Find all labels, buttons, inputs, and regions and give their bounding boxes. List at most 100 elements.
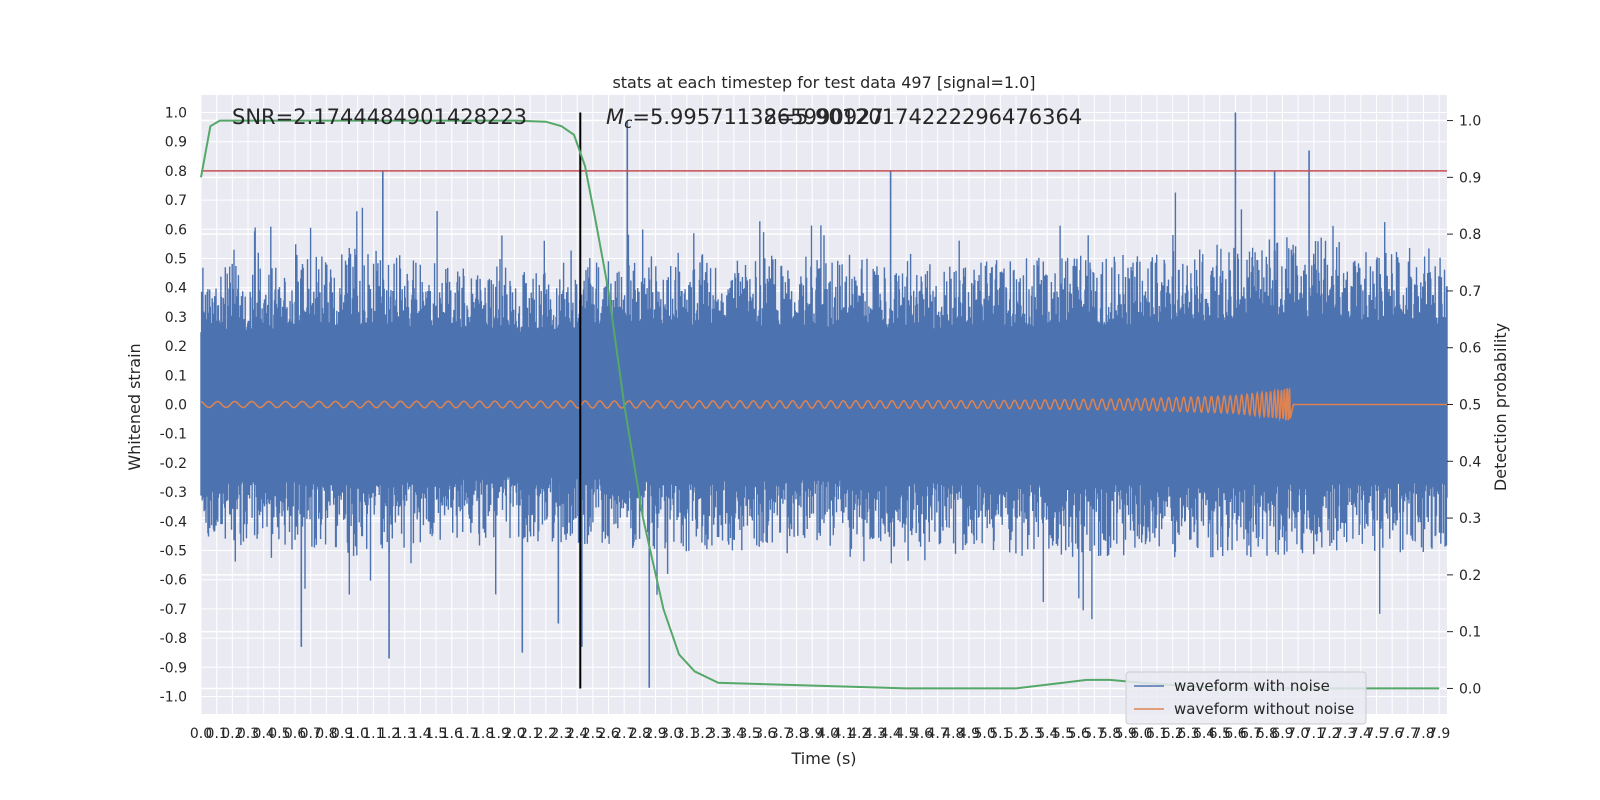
x-tick-label: 5.4 xyxy=(1036,726,1058,742)
x-tick-label: 3.1 xyxy=(676,726,698,742)
x-tick-label: 7.5 xyxy=(1365,726,1387,742)
clean-waveform-line xyxy=(200,388,1447,422)
x-tick-label: 6.3 xyxy=(1177,726,1199,742)
x-tick-label: 1.5 xyxy=(425,726,447,742)
x-tick-label: 3.8 xyxy=(785,726,807,742)
legend-label-noise: waveform with noise xyxy=(1174,677,1330,695)
x-tick-label: 7.4 xyxy=(1350,726,1372,742)
x-tick-label: 4.0 xyxy=(817,726,839,742)
y2-tick-label: 0.5 xyxy=(1459,398,1481,414)
y-tick-label: -0.8 xyxy=(160,631,187,647)
tick-labels: 0.00.10.20.30.40.50.60.70.80.91.01.11.21… xyxy=(160,106,1482,742)
x-tick-label: 5.3 xyxy=(1021,726,1043,742)
x-tick-label: 3.5 xyxy=(738,726,760,742)
x-tick-label: 4.9 xyxy=(958,726,980,742)
y-axis-label: Whitened strain xyxy=(125,343,144,470)
y-tick-label: -0.3 xyxy=(160,485,187,501)
x-tick-label: 2.9 xyxy=(644,726,666,742)
x-tick-label: 7.1 xyxy=(1303,726,1325,742)
x-tick-label: 7.3 xyxy=(1334,726,1356,742)
x-tick-label: 1.1 xyxy=(362,726,384,742)
x-tick-label: 3.6 xyxy=(754,726,776,742)
y-tick-label: -0.6 xyxy=(160,573,187,589)
x-tick-label: 3.7 xyxy=(770,726,792,742)
x-tick-label: 6.2 xyxy=(1162,726,1184,742)
x-tick-label: 5.9 xyxy=(1115,726,1137,742)
x-tick-label: 2.3 xyxy=(550,726,572,742)
x-tick-label: 2.1 xyxy=(519,726,541,742)
y-tick-label: 0.2 xyxy=(165,339,187,355)
x-tick-label: 2.2 xyxy=(535,726,557,742)
x-tick-label: 3.9 xyxy=(801,726,823,742)
snr-annotation: SNR=2.1744484901428223 xyxy=(232,105,527,129)
x-tick-label: 7.0 xyxy=(1287,726,1309,742)
y-tick-label: 0.1 xyxy=(165,368,187,384)
x-tick-label: 1.0 xyxy=(347,726,369,742)
x-tick-label: 5.0 xyxy=(974,726,996,742)
x-tick-label: 3.4 xyxy=(723,726,745,742)
y-tick-label: 0.0 xyxy=(165,398,187,414)
legend: waveform with noise waveform without noi… xyxy=(1125,671,1367,725)
x-tick-label: 6.9 xyxy=(1271,726,1293,742)
x-tick-label: 2.0 xyxy=(503,726,525,742)
noisy-waveform-series xyxy=(200,112,1448,688)
y-tick-label: -0.7 xyxy=(160,602,187,618)
y-tick-label: -0.2 xyxy=(160,456,187,472)
x-tick-label: 4.8 xyxy=(942,726,964,742)
x-tick-label: 5.1 xyxy=(989,726,1011,742)
y2-tick-label: 0.7 xyxy=(1459,284,1481,300)
x-tick-label: 0.1 xyxy=(206,726,228,742)
y-tick-label: 0.5 xyxy=(165,252,187,268)
y-tick-label: -0.4 xyxy=(160,514,187,530)
y2-tick-label: 0.6 xyxy=(1459,341,1481,357)
x-tick-label: 0.7 xyxy=(300,726,322,742)
x-tick-label: 3.3 xyxy=(707,726,729,742)
x-axis-label: Time (s) xyxy=(790,749,856,768)
x-tick-label: 5.8 xyxy=(1099,726,1121,742)
x-tick-label: 2.4 xyxy=(566,726,588,742)
y-tick-label: 0.6 xyxy=(165,222,187,238)
x-tick-label: 1.7 xyxy=(456,726,478,742)
x-tick-label: 0.6 xyxy=(284,726,306,742)
overlay-lines xyxy=(200,112,1447,690)
chart-title: stats at each timestep for test data 497… xyxy=(612,73,1035,92)
overlapping-annotation: 2=5.90120174222296476364 xyxy=(764,105,1082,129)
x-tick-label: 6.8 xyxy=(1256,726,1278,742)
x-tick-label: 3.0 xyxy=(660,726,682,742)
x-tick-label: 4.2 xyxy=(848,726,870,742)
x-tick-label: 6.0 xyxy=(1130,726,1152,742)
chirp-mass-subscript: c xyxy=(624,114,633,132)
y2-axis-label: Detection probability xyxy=(1491,323,1510,491)
x-tick-label: 5.2 xyxy=(1005,726,1027,742)
x-tick-label: 4.3 xyxy=(864,726,886,742)
x-tick-label: 7.8 xyxy=(1412,726,1434,742)
x-tick-label: 4.5 xyxy=(895,726,917,742)
x-tick-label: 3.2 xyxy=(691,726,713,742)
x-tick-label: 4.7 xyxy=(926,726,948,742)
x-tick-label: 1.6 xyxy=(441,726,463,742)
x-tick-label: 0.3 xyxy=(237,726,259,742)
y-tick-label: 0.7 xyxy=(165,193,187,209)
y-tick-label: -1.0 xyxy=(160,689,187,705)
x-tick-label: 4.4 xyxy=(879,726,901,742)
x-tick-label: 1.2 xyxy=(378,726,400,742)
y2-tick-label: 0.8 xyxy=(1459,227,1481,243)
y2-tick-label: 0.9 xyxy=(1459,170,1481,186)
x-tick-label: 6.4 xyxy=(1193,726,1215,742)
y2-tick-label: 0.0 xyxy=(1459,681,1481,697)
y-tick-label: -0.1 xyxy=(160,427,187,443)
chirp-mass-annotation: Mc=5.9957113865990927 xyxy=(606,105,884,132)
x-tick-label: 0.2 xyxy=(221,726,243,742)
x-tick-label: 5.5 xyxy=(1052,726,1074,742)
y-tick-label: -0.5 xyxy=(160,543,187,559)
x-tick-label: 6.6 xyxy=(1224,726,1246,742)
x-tick-label: 2.7 xyxy=(613,726,635,742)
detection-probability-line xyxy=(200,119,1440,690)
x-tick-label: 0.9 xyxy=(331,726,353,742)
x-tick-label: 0.8 xyxy=(315,726,337,742)
chirp-mass-value: =5.9957113865990927 xyxy=(632,105,883,129)
x-tick-label: 0.4 xyxy=(253,726,275,742)
legend-box xyxy=(1125,671,1367,725)
legend-label-clean: waveform without noise xyxy=(1174,700,1354,718)
x-tick-label: 7.9 xyxy=(1428,726,1450,742)
